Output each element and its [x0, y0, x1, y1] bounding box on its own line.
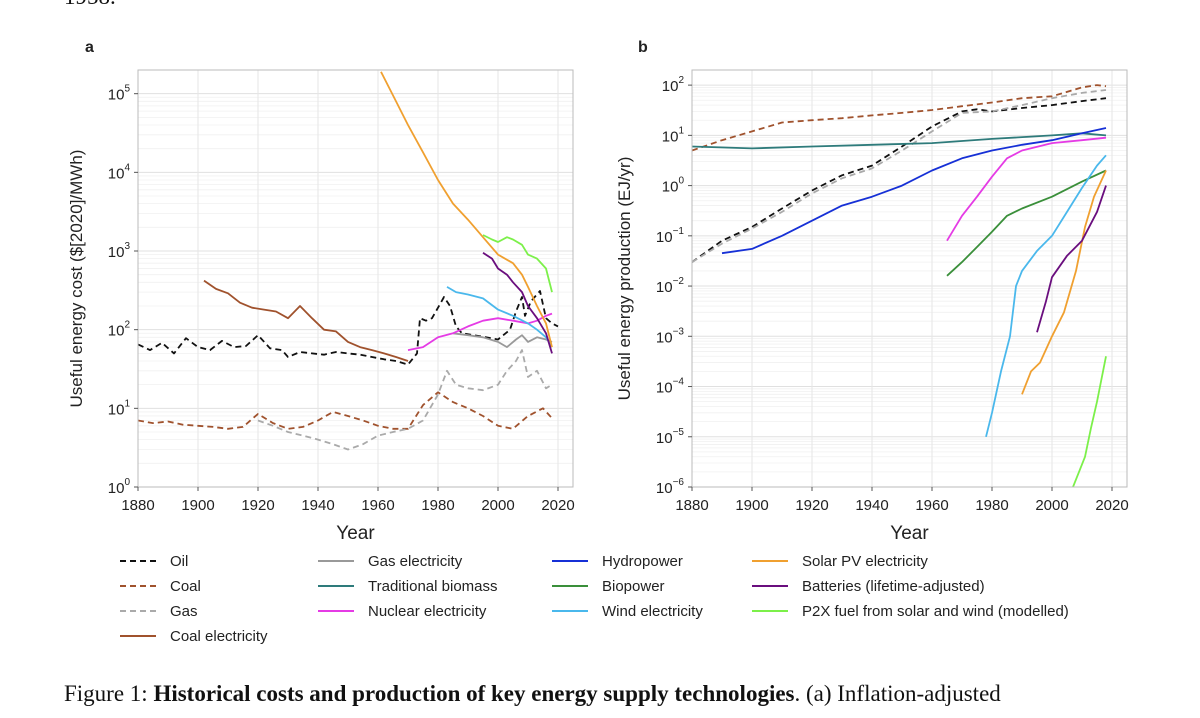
legend-label: P2X fuel from solar and wind (modelled) [802, 603, 1069, 620]
legend-label: Biopower [602, 578, 665, 595]
legend-label: Coal [170, 578, 201, 595]
legend-item-hydropower: Hydropower [552, 553, 683, 570]
y-tick-label: 103 [108, 241, 131, 261]
legend-item-coal-electricity: Coal electricity [120, 628, 268, 645]
y-axis-label: Useful energy cost ($[2020]/MWh) [67, 150, 86, 408]
panel-b: 1880 1900 1920 1940 1960 1980 2000 2020 10−6 10−5… [615, 39, 1129, 544]
series-coal [138, 391, 553, 430]
series-oil [138, 290, 559, 366]
series-coal-electricity [203, 279, 409, 362]
x-axis-label: Year [890, 523, 929, 544]
series-biopower [946, 169, 1107, 277]
x-tick-label: 1980 [975, 497, 1008, 514]
legend-item-solar-pv-electricity: Solar PV electricity [752, 553, 928, 570]
legend-label: Hydropower [602, 553, 683, 570]
x-tick-label: 1940 [855, 497, 888, 514]
legend-item-biopower: Biopower [552, 578, 665, 595]
legend-label: Gas electricity [368, 553, 463, 570]
series-solar-pv-electricity [380, 71, 553, 348]
y-tick-label: 104 [108, 162, 131, 182]
panel-letter: b [638, 39, 648, 56]
series-hydropower [721, 127, 1107, 255]
panel-a: 1880 1900 1920 1940 1960 1980 2000 2020 100 101 10… [67, 39, 575, 544]
series-nuclear-electricity [946, 136, 1107, 242]
series-group [692, 84, 1107, 487]
legend-label: Traditional biomass [368, 578, 498, 595]
y-tick-label: 10−2 [656, 276, 685, 296]
legend: Oil Coal Gas Coal electricity Gas electricit… [120, 553, 1069, 645]
legend-item-batteries-lifetime-adjusted: Batteries (lifetime-adjusted) [752, 578, 985, 595]
figure-caption: Figure 1: Historical costs and productio… [64, 680, 1194, 708]
caption-rest: . (a) Inflation-adjusted [794, 681, 1001, 706]
y-tick-label: 105 [108, 84, 131, 104]
series-batteries-lifetime-adjusted [1036, 185, 1107, 333]
x-tick-label: 1880 [675, 497, 708, 514]
y-tick-label: 10−4 [656, 377, 685, 397]
series-solar-pv-electricity [1021, 170, 1107, 395]
series-gas [692, 89, 1107, 263]
legend-item-nuclear-electricity: Nuclear electricity [318, 603, 487, 620]
legend-item-wind-electricity: Wind electricity [552, 603, 703, 620]
x-tick-label: 1940 [301, 497, 334, 514]
x-tick-label: 1920 [795, 497, 828, 514]
y-axis-label: Useful energy production (EJ/yr) [615, 157, 634, 401]
series-batteries-lifetime-adjusted [482, 252, 553, 354]
x-tick-label: 1900 [181, 497, 214, 514]
x-tick-label: 1980 [421, 497, 454, 514]
x-tick-label: 1960 [361, 497, 394, 514]
previous-caption-fragment: 1958. [64, 0, 116, 10]
plot-area [692, 70, 1127, 487]
series-gas-electricity [452, 332, 553, 349]
plot-area [138, 70, 573, 487]
x-tick-label: 1960 [915, 497, 948, 514]
series-p2x-fuel-from-solar-and-wind-modelled [1072, 356, 1107, 487]
legend-label: Coal electricity [170, 628, 268, 645]
legend-item-gas-electricity: Gas electricity [318, 553, 463, 570]
plot-frame [137, 69, 574, 488]
panel-letter: a [85, 39, 94, 56]
x-tick-label: 1880 [121, 497, 154, 514]
legend-item-p2x-fuel-from-solar-and-wind-modelled: P2X fuel from solar and wind (modelled) [752, 603, 1069, 620]
x-tick-label: 2020 [541, 497, 574, 514]
legend-item-oil: Oil [120, 553, 188, 570]
series-coal [692, 84, 1107, 152]
series-p2x-fuel-from-solar-and-wind-modelled [482, 234, 553, 293]
x-tick-label: 1900 [735, 497, 768, 514]
y-tick-label: 102 [662, 75, 685, 95]
series-wind-electricity [985, 154, 1107, 438]
legend-label: Oil [170, 553, 188, 570]
legend-label: Batteries (lifetime-adjusted) [802, 578, 985, 595]
caption-prefix: Figure 1: [64, 681, 154, 706]
legend-item-traditional-biomass: Traditional biomass [318, 578, 498, 595]
y-tick-label: 10−5 [656, 427, 685, 447]
y-tick-label: 100 [108, 477, 131, 497]
legend-item-coal: Coal [120, 578, 201, 595]
y-tick-label: 101 [108, 398, 131, 418]
x-tick-label: 1920 [241, 497, 274, 514]
x-tick-label: 2000 [1035, 497, 1068, 514]
caption-title: Historical costs and production of key e… [153, 681, 795, 706]
y-tick-label: 10−1 [656, 226, 685, 246]
series-wind-electricity [446, 286, 553, 348]
series-oil [692, 97, 1107, 263]
series-traditional-biomass [692, 132, 1107, 150]
series-gas [257, 349, 553, 451]
series-group [138, 71, 559, 451]
y-tick-label: 102 [108, 320, 131, 340]
legend-label: Wind electricity [602, 603, 703, 620]
y-tick-label: 10−3 [656, 326, 685, 346]
grid [692, 70, 1127, 487]
y-tick-label: 100 [662, 176, 685, 196]
legend-item-gas: Gas [120, 603, 198, 620]
x-tick-label: 2000 [481, 497, 514, 514]
x-tick-label: 2020 [1095, 497, 1128, 514]
x-axis-label: Year [336, 523, 375, 544]
y-tick-label: 101 [662, 125, 685, 145]
legend-label: Gas [170, 603, 198, 620]
plot-frame [691, 69, 1128, 488]
legend-label: Solar PV electricity [802, 553, 928, 570]
y-tick-label: 10−6 [656, 477, 685, 497]
legend-label: Nuclear electricity [368, 603, 487, 620]
